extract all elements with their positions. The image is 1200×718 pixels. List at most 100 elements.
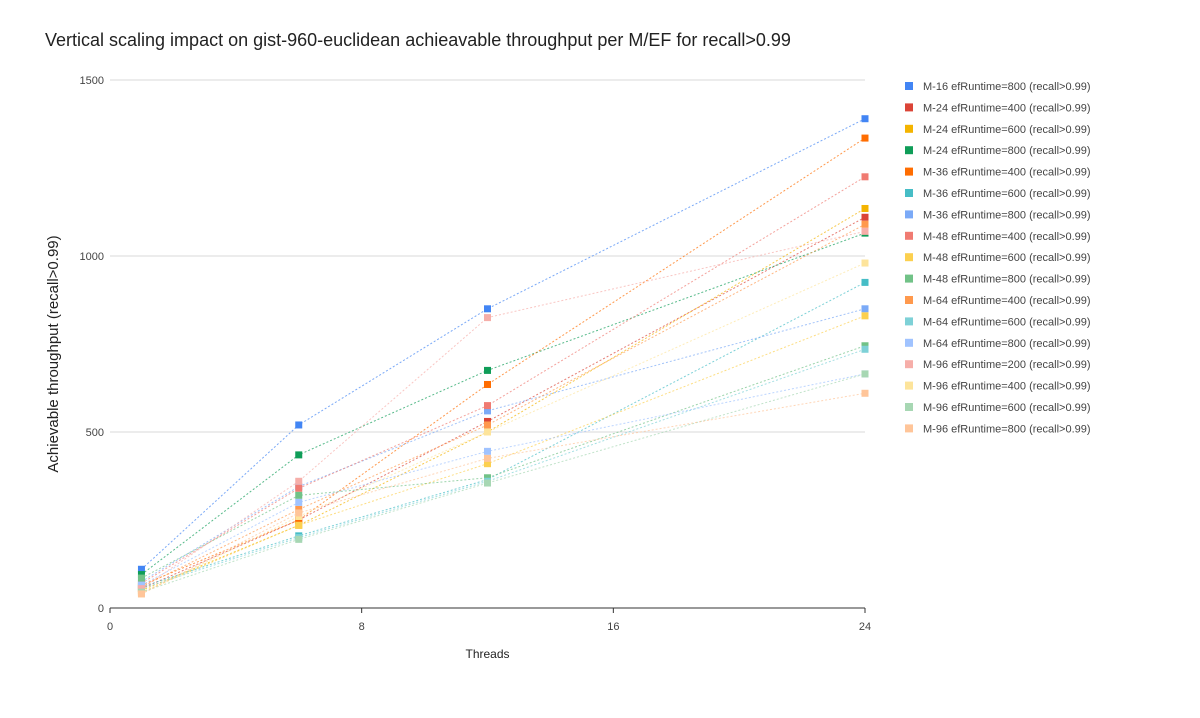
data-point-series-5[interactable] [861, 134, 869, 142]
data-point-series-5[interactable] [295, 516, 303, 524]
legend-swatch [905, 210, 913, 219]
legend-swatch [905, 82, 913, 90]
series-trendline-6 [141, 281, 866, 588]
y-tick-label: 0 [98, 603, 104, 615]
data-point-series-1[interactable] [861, 115, 869, 123]
legend-swatch [905, 253, 913, 262]
legend-item-label: M-24 efRuntime=800 (recall>0.99) [923, 145, 1091, 157]
data-point-series-2[interactable] [484, 417, 491, 425]
x-tick-label: 24 [859, 621, 871, 633]
legend-item-label: M-36 efRuntime=600 (recall>0.99) [923, 188, 1091, 200]
legend-swatch [905, 103, 913, 112]
data-point-series-14[interactable] [137, 585, 145, 593]
legend-item-label: M-48 efRuntime=800 (recall>0.99) [923, 274, 1091, 286]
series-trendline-7 [141, 308, 866, 583]
data-point-series-8[interactable] [295, 484, 303, 492]
data-point-series-13[interactable] [295, 498, 303, 506]
data-point-series-10[interactable] [295, 491, 303, 499]
data-point-series-17[interactable] [861, 389, 869, 397]
legend-item-label: M-36 efRuntime=400 (recall>0.99) [923, 167, 1091, 179]
data-point-series-7[interactable] [861, 305, 869, 313]
series-trendline-8 [141, 176, 866, 584]
legend-swatch [905, 231, 913, 240]
legend-swatch [905, 274, 913, 283]
data-point-series-4[interactable] [137, 571, 145, 579]
series-trendline-13 [141, 373, 866, 586]
legend-item-label: M-96 efRuntime=800 (recall>0.99) [923, 423, 1091, 435]
data-point-series-9[interactable] [484, 460, 491, 468]
data-point-series-7[interactable] [484, 407, 491, 415]
series-trendline-11 [141, 223, 866, 588]
data-point-series-14[interactable] [295, 477, 303, 485]
y-tick-label: 1000 [80, 251, 104, 263]
legend-item-label: M-48 efRuntime=600 (recall>0.99) [923, 252, 1091, 264]
data-point-series-15[interactable] [484, 428, 491, 436]
y-axis-title: Achievable throughput (recall>0.99) [45, 235, 62, 472]
legend-swatch [905, 317, 913, 326]
data-point-series-11[interactable] [861, 220, 869, 228]
legend-swatch [905, 360, 913, 369]
legend-swatch [905, 146, 913, 155]
data-point-series-9[interactable] [861, 312, 869, 320]
series-trendline-4 [141, 232, 866, 575]
legend-item-label: M-64 efRuntime=400 (recall>0.99) [923, 295, 1091, 307]
series-trendline-10 [141, 345, 866, 579]
series-trendline-3 [141, 208, 866, 591]
data-point-series-11[interactable] [484, 421, 491, 429]
data-point-series-2[interactable] [861, 213, 869, 221]
legend-item-label: M-48 efRuntime=400 (recall>0.99) [923, 231, 1091, 243]
data-point-series-17[interactable] [137, 590, 145, 598]
legend-swatch [905, 381, 913, 390]
data-point-series-14[interactable] [484, 314, 491, 322]
data-point-series-8[interactable] [484, 402, 491, 410]
data-point-series-14[interactable] [861, 227, 869, 235]
data-point-series-17[interactable] [295, 509, 303, 517]
data-point-series-10[interactable] [484, 474, 491, 482]
legend-swatch [905, 189, 913, 197]
data-point-series-15[interactable] [861, 259, 869, 267]
legend-swatch [905, 338, 913, 347]
data-point-series-5[interactable] [484, 380, 491, 388]
x-axis-title: Threads [465, 647, 509, 661]
data-point-series-3[interactable] [861, 204, 869, 212]
legend-item-label: M-24 efRuntime=400 (recall>0.99) [923, 102, 1091, 114]
data-point-series-8[interactable] [861, 173, 869, 181]
data-point-series-16[interactable] [484, 479, 491, 487]
series-trendline-17 [141, 392, 866, 595]
data-point-series-10[interactable] [137, 574, 145, 582]
series-trendline-5 [141, 137, 866, 586]
chart-title: Vertical scaling impact on gist-960-eucl… [45, 30, 791, 50]
y-tick-label: 500 [86, 427, 104, 439]
legend-swatch [905, 424, 913, 433]
series-trendline-12 [141, 348, 866, 590]
data-point-series-1[interactable] [137, 565, 145, 573]
data-point-series-12[interactable] [861, 345, 869, 353]
data-point-series-4[interactable] [484, 366, 491, 374]
data-point-series-6[interactable] [861, 278, 869, 286]
data-point-series-1[interactable] [295, 421, 303, 429]
legend-item-label: M-36 efRuntime=800 (recall>0.99) [923, 209, 1091, 221]
series-trendline-16 [141, 373, 866, 593]
data-point-series-10[interactable] [861, 342, 869, 350]
data-point-series-4[interactable] [295, 451, 303, 459]
data-point-series-13[interactable] [137, 581, 145, 589]
data-point-series-15[interactable] [295, 512, 303, 520]
data-point-series-11[interactable] [295, 505, 303, 513]
data-point-series-13[interactable] [484, 447, 491, 455]
series-trendline-2 [141, 216, 866, 590]
series-trendline-1 [141, 118, 866, 570]
y-tick-label: 1500 [80, 75, 104, 87]
legend-item-label: M-64 efRuntime=600 (recall>0.99) [923, 316, 1091, 328]
data-point-series-1[interactable] [484, 305, 491, 313]
data-point-series-9[interactable] [295, 521, 303, 529]
legend-swatch [905, 124, 913, 133]
legend-item-label: M-96 efRuntime=400 (recall>0.99) [923, 381, 1091, 393]
data-point-series-16[interactable] [295, 535, 303, 543]
x-tick-label: 0 [107, 621, 113, 633]
data-point-series-17[interactable] [484, 454, 491, 462]
legend-swatch [905, 296, 913, 304]
legend-item-label: M-64 efRuntime=800 (recall>0.99) [923, 338, 1091, 350]
data-point-series-16[interactable] [861, 370, 869, 378]
x-tick-label: 8 [359, 621, 365, 633]
